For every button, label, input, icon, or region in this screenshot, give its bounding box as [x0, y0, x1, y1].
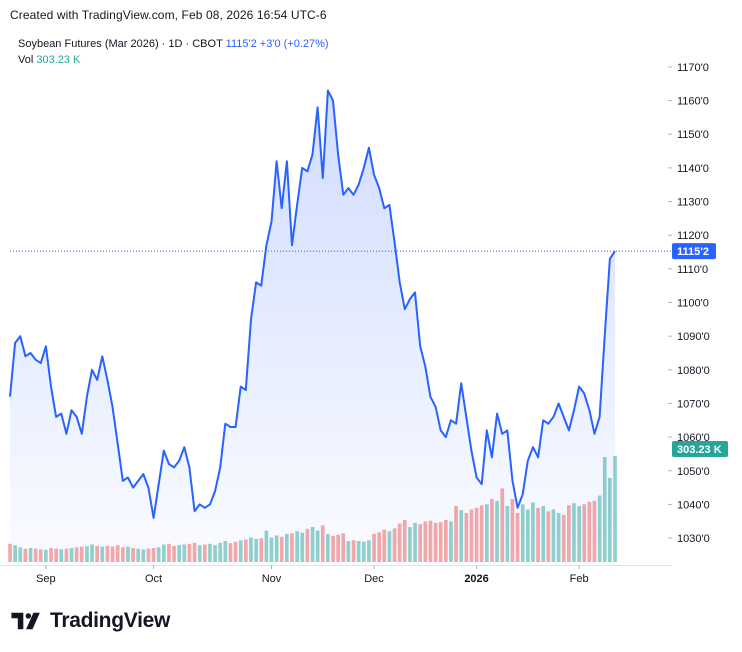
tradingview-brand[interactable]: TradingView — [10, 609, 170, 633]
y-tick-label: 1110'0 — [677, 264, 708, 276]
brand-name: TradingView — [50, 609, 171, 632]
x-tick-label: Sep — [36, 573, 56, 585]
volume-bar — [613, 455, 617, 562]
y-tick-label: 1100'0 — [677, 298, 709, 310]
legend-volume-row: Vol 303.23 K — [18, 52, 329, 68]
y-tick-label: 1080'0 — [677, 365, 710, 377]
x-tick-label: Dec — [364, 573, 384, 585]
legend-price: 1115'2 — [225, 38, 257, 50]
price-chart[interactable]: 1030'01040'01050'01060'01070'01080'01090… — [0, 0, 742, 600]
axis-tags: 1115'2 303.23 K — [672, 243, 728, 457]
y-tick-label: 1130'0 — [677, 197, 709, 209]
y-tick-label: 1050'0 — [677, 466, 710, 478]
time-axis[interactable]: Sep Oct Nov Dec 2026 Feb — [0, 565, 672, 585]
x-tick-label: Nov — [262, 573, 282, 585]
y-tick-label: 1170'0 — [677, 62, 709, 74]
x-tick-label: Feb — [570, 573, 589, 585]
x-tick-label: Oct — [145, 573, 162, 585]
legend-vol-value: 303.23 K — [36, 54, 81, 66]
legend-change: +3'0 (+0.27%) — [259, 38, 329, 50]
price-area-fill — [10, 90, 615, 565]
price-axis[interactable]: 1030'01040'01050'01060'01070'01080'01090… — [668, 62, 710, 545]
y-tick-label: 1030'0 — [677, 533, 710, 545]
y-tick-label: 1090'0 — [677, 331, 710, 343]
last-price-tag — [672, 243, 716, 260]
x-tick-label: 2026 — [464, 573, 488, 585]
last-price-tag-text: 1115'2 — [677, 246, 709, 258]
legend-vol-label: Vol — [18, 54, 34, 66]
legend-symbol: Soybean Futures (Mar 2026) · 1D · CBOT — [18, 38, 223, 50]
y-tick-label: 1120'0 — [677, 230, 709, 242]
last-volume-tag-text: 303.23 K — [677, 444, 722, 456]
y-tick-label: 1150'0 — [677, 129, 709, 141]
created-caption: Created with TradingView.com, Feb 08, 20… — [10, 8, 327, 22]
y-tick-label: 1070'0 — [677, 398, 710, 410]
price-line — [9, 89, 616, 519]
y-tick-label: 1160'0 — [677, 96, 709, 108]
y-tick-label: 1040'0 — [677, 499, 710, 511]
y-tick-label: 1140'0 — [677, 163, 709, 175]
last-volume-tag — [672, 441, 728, 457]
chart-legend: Soybean Futures (Mar 2026) · 1D · CBOT 1… — [18, 36, 329, 68]
tradingview-logo-icon — [11, 612, 40, 630]
legend-symbol-row: Soybean Futures (Mar 2026) · 1D · CBOT 1… — [18, 36, 329, 52]
